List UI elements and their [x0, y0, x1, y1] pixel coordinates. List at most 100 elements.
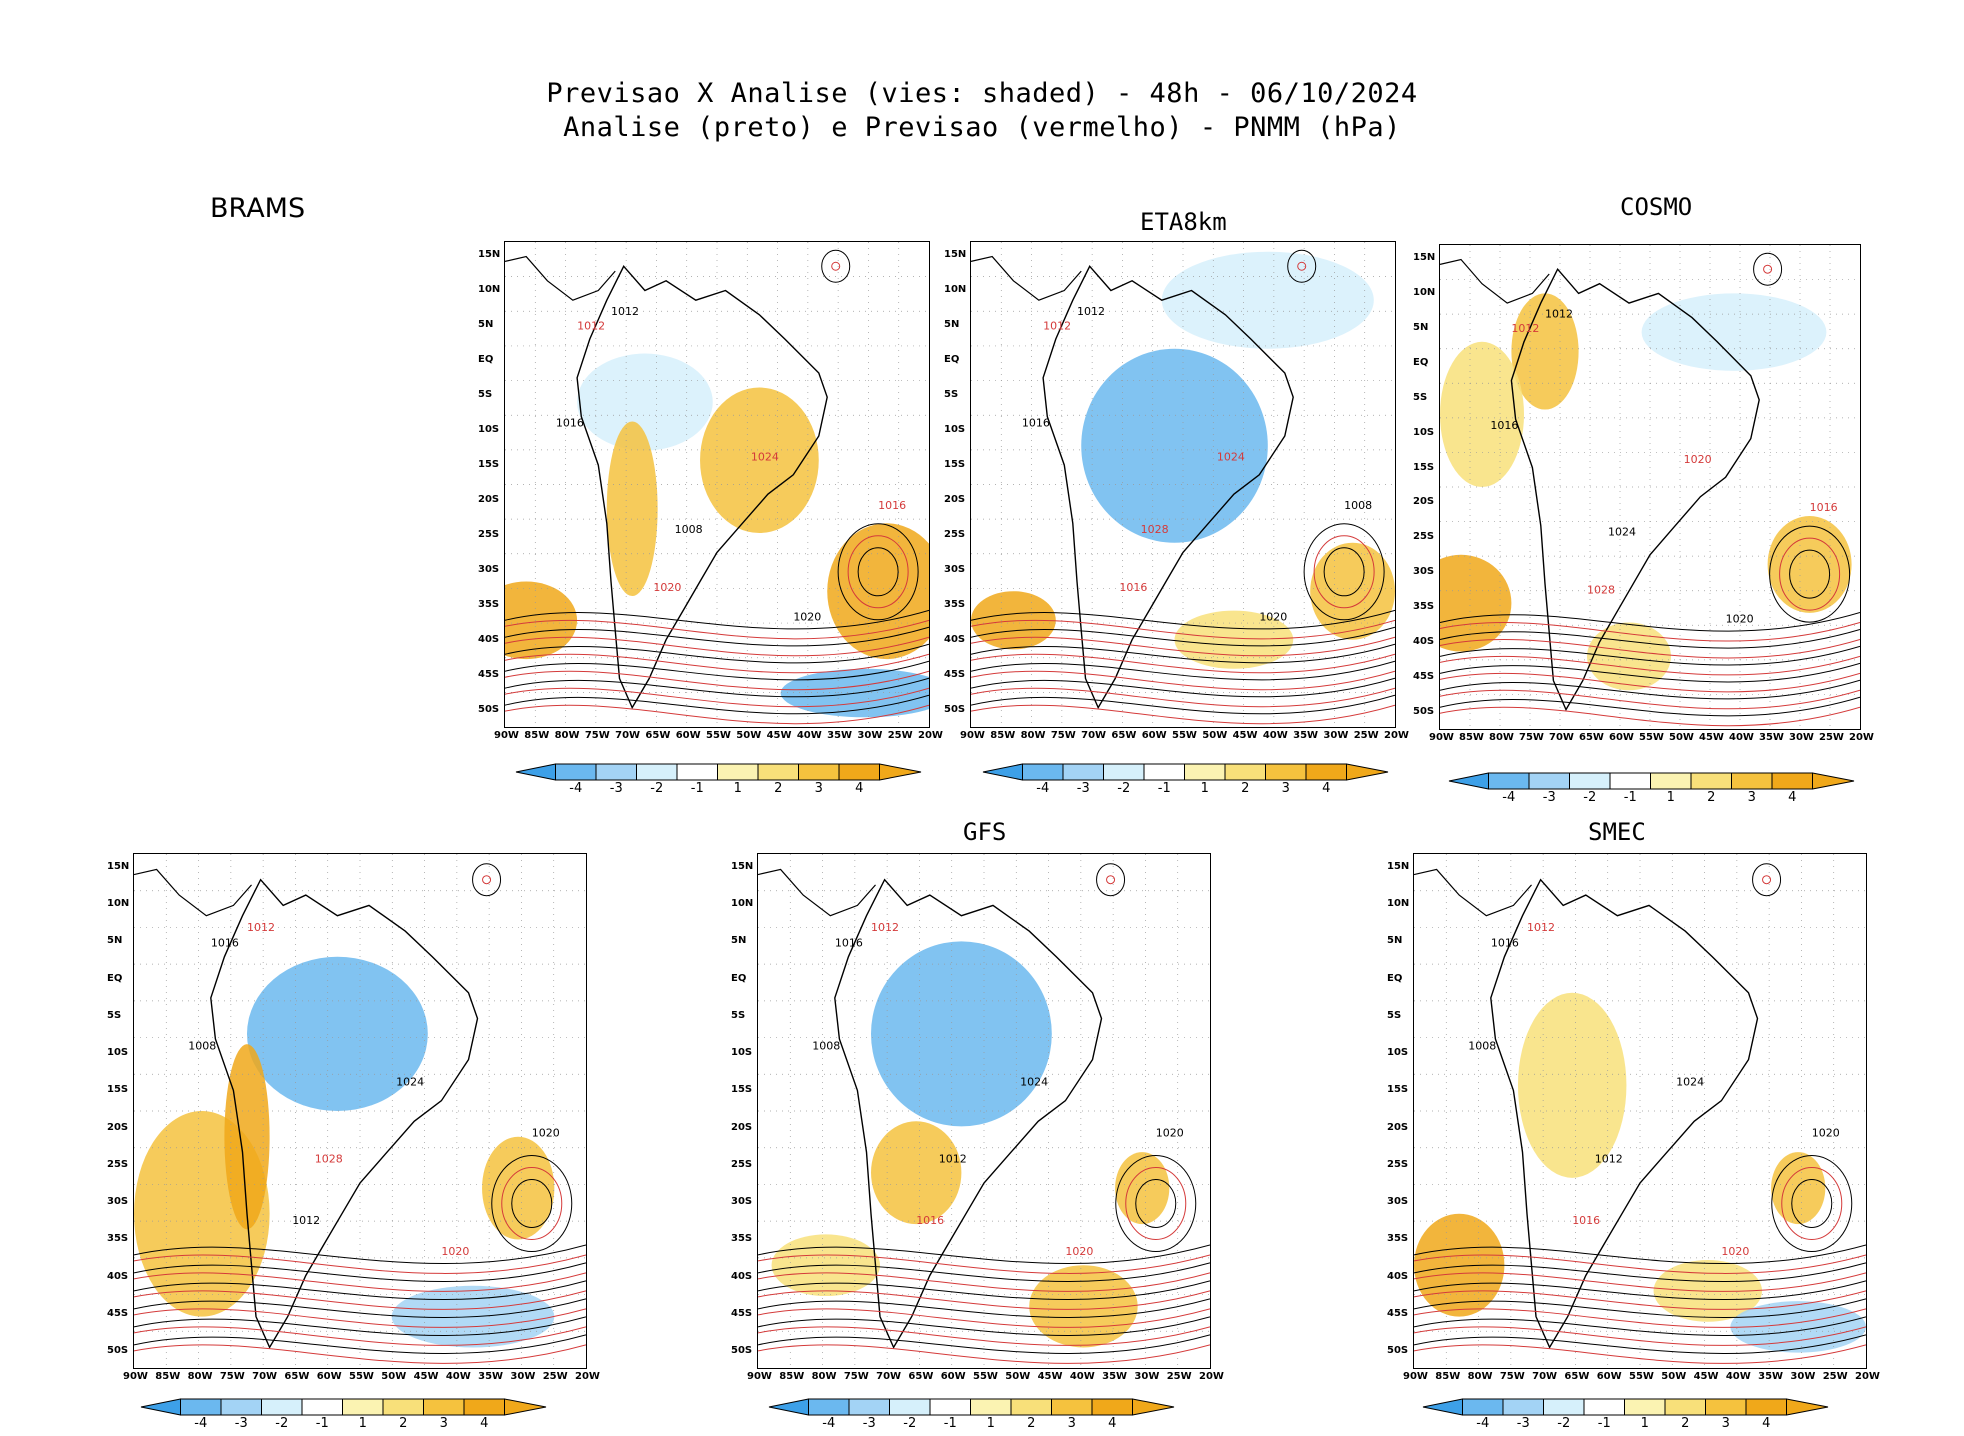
colorbar-cosmo: -4 -3 -2 -1 1 2 3 4 — [1448, 772, 1855, 805]
pressure-system-contour — [1762, 875, 1772, 885]
colorbar-segment — [1184, 763, 1226, 781]
isobar-label: 1012 — [577, 319, 605, 332]
longitude-tick-label: 25W — [542, 1371, 568, 1382]
isobar-label: 1012 — [1545, 308, 1573, 321]
latitude-tick-label: 15N — [107, 861, 130, 872]
colorbar-tick-label: 4 — [1322, 781, 1331, 796]
colorbar-segment — [1103, 763, 1145, 781]
longitude-tick-label: 50W — [1661, 1371, 1687, 1382]
isobar-forecast — [758, 1290, 1210, 1310]
latitude-tick-label: 35S — [1413, 601, 1435, 613]
longitude-tick-label: 60W — [675, 730, 701, 741]
isobar-forecast — [1440, 622, 1860, 642]
colorbar-segment — [1664, 1398, 1706, 1416]
colorbar-tick-label: -1 — [1597, 1416, 1611, 1431]
isobar-analysis — [1414, 1334, 1866, 1354]
isobar-forecast — [134, 1254, 586, 1274]
longitude-tick-label: 50W — [1005, 1371, 1031, 1382]
latitude-tick-label: 15N — [944, 249, 967, 260]
longitude-tick-label: 70W — [1081, 730, 1107, 741]
latitude-tick-label: EQ — [107, 972, 123, 984]
longitude-tick-label: 75W — [843, 1371, 869, 1382]
pressure-system-contour — [1297, 261, 1307, 271]
isobar-label: 1020 — [1721, 1245, 1749, 1258]
latitude-tick-label: 10N — [731, 898, 754, 910]
isobar-label: 1008 — [188, 1039, 216, 1052]
latitude-tick-label: 50S — [731, 1345, 753, 1356]
latitude-tick-label: 10N — [1387, 898, 1410, 910]
isobar-analysis — [758, 1334, 1210, 1354]
latitude-tick-label: 25S — [731, 1158, 753, 1170]
colorbar-tick-label: 2 — [1681, 1416, 1690, 1431]
pressure-system-contour — [1135, 1179, 1177, 1229]
isobar-label: 1020 — [793, 610, 821, 623]
latitude-tick-label: 10S — [1387, 1047, 1409, 1059]
longitude-tick-label: 80W — [811, 1371, 837, 1382]
colorbar-tick-label: 4 — [855, 781, 864, 796]
isobar-analysis — [971, 609, 1395, 630]
isobar-label: 1008 — [1344, 499, 1372, 512]
latitude-tick-label: 10N — [107, 898, 130, 910]
isobar-label: 1016 — [1119, 581, 1147, 594]
isobar-forecast — [1414, 1326, 1866, 1346]
colorbar-segment — [140, 1398, 181, 1416]
longitude-tick-label: 40W — [1262, 730, 1288, 741]
longitude-tick-label: 70W — [876, 1371, 902, 1382]
longitude-tick-label: 40W — [1725, 1371, 1751, 1382]
colorbar-segment — [1051, 1398, 1093, 1416]
pressure-system-contour — [821, 249, 851, 283]
isobar-analysis — [1440, 612, 1860, 632]
bias-shading-area — [482, 1136, 555, 1240]
longitude-tick-label: 50W — [1669, 732, 1694, 743]
isobar-label: 1012 — [871, 921, 899, 934]
colorbar-segment — [970, 1398, 1012, 1416]
latitude-tick-label: 5N — [731, 935, 747, 947]
colorbar-tick-label: 3 — [439, 1416, 448, 1431]
pressure-system-contour — [1791, 1179, 1833, 1229]
isobar-label: 1020 — [1156, 1127, 1184, 1140]
longitude-tick-label: 85W — [1459, 732, 1484, 743]
isobar-label: 1012 — [1511, 322, 1539, 335]
longitude-tick-label: 55W — [706, 730, 731, 741]
longitude-tick-label: 85W — [779, 1371, 805, 1382]
isobar-label: 1016 — [1022, 416, 1050, 429]
pressure-system-contour — [482, 875, 492, 885]
longitude-tick-label: 65W — [1564, 1371, 1590, 1382]
isobar-forecast — [971, 619, 1395, 640]
latitude-tick-label: 50S — [944, 704, 966, 715]
longitude-tick-label: 25W — [887, 730, 913, 741]
longitude-tick-label: 45W — [1699, 732, 1724, 743]
latitude-tick-label: 5N — [478, 319, 494, 330]
latitude-tick-label: 5S — [731, 1009, 746, 1021]
isobar-label: 1012 — [247, 921, 275, 934]
map-canvas-smec: 1012 1016 1008 1020 1020 1024 1012 1016 — [1414, 854, 1866, 1368]
pressure-system-contour — [1115, 1155, 1197, 1253]
latitude-tick-label: 30S — [478, 564, 500, 575]
isobar-analysis — [1414, 1262, 1866, 1283]
pressure-system-contour — [1763, 264, 1773, 274]
isobar-label: 1020 — [441, 1245, 469, 1258]
latitude-tick-label: 10N — [1413, 286, 1436, 298]
longitude-tick-label: 20W — [575, 1371, 600, 1382]
pressure-system-contour — [1106, 875, 1116, 885]
latitude-tick-label: 40S — [1387, 1270, 1409, 1282]
isobar-analysis — [971, 694, 1395, 715]
colorbar-tick-label: 1 — [1640, 1416, 1649, 1431]
longitude-tick-label: 90W — [123, 1371, 148, 1382]
colorbar-segment — [261, 1398, 303, 1416]
isobar-label: 1016 — [1490, 419, 1518, 432]
figure-title-line-2: Analise (preto) e Previsao (vermelho) - … — [563, 112, 1401, 143]
colorbar-segment — [1448, 772, 1489, 790]
bias-shading-area — [577, 353, 713, 451]
colorbar-segment — [595, 763, 637, 781]
latitude-tick-label: EQ — [478, 354, 494, 365]
longitude-tick-label: 40W — [1069, 1371, 1095, 1382]
colorbar-tick-label: -2 — [903, 1416, 917, 1431]
isobar-analysis — [1440, 628, 1860, 649]
isobar-label: 1008 — [1468, 1039, 1496, 1052]
bias-shading-area — [247, 956, 428, 1111]
longitude-tick-label: 75W — [219, 1371, 245, 1382]
isobar-analysis — [1414, 1280, 1866, 1300]
bias-shading-area — [1511, 293, 1579, 410]
colorbar-tick-label: -1 — [1623, 790, 1637, 805]
